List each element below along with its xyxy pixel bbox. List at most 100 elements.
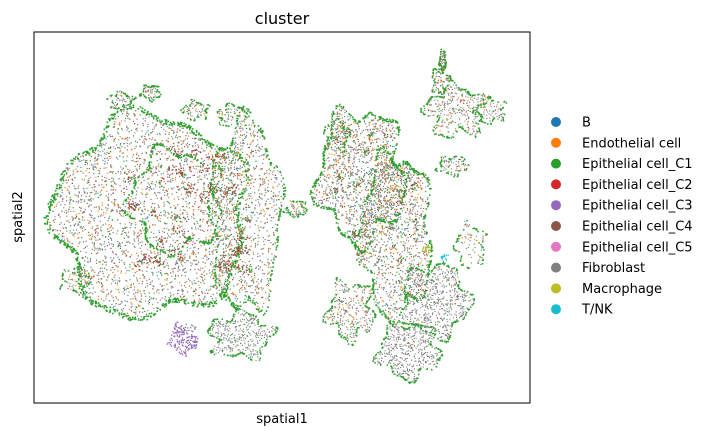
cell-point [134,177,136,179]
cell-point [211,261,213,263]
cell-point [260,226,262,228]
cell-point [75,156,77,158]
cell-point [212,269,214,271]
cell-point [242,139,244,141]
cell-point [243,229,245,231]
cell-point [192,302,195,305]
cell-point [226,263,228,265]
cell-point [141,152,143,154]
cell-point [118,178,120,180]
cell-point [211,195,213,197]
cell-point [266,156,268,158]
cell-point [250,334,252,336]
cell-point [233,152,236,155]
cell-point [246,169,248,172]
cell-point [230,234,232,236]
cell-point [219,169,222,172]
cell-point [249,286,251,288]
cell-point [261,179,263,181]
cell-point [164,212,166,214]
cell-point [108,274,110,276]
cell-point [218,340,220,342]
cell-point [200,178,202,181]
cell-point [142,210,144,213]
cell-point [98,278,100,280]
cell-point [210,285,212,287]
cell-point [240,231,242,233]
cell-point [160,167,162,169]
cell-point [74,232,76,234]
cell-point [224,225,226,227]
cell-point [131,156,134,158]
cell-point [209,225,211,227]
cell-point [243,161,245,163]
cell-point [159,249,162,251]
cell-point [70,162,73,165]
cell-point [245,271,247,273]
cell-point [100,214,102,216]
cell-point [121,302,123,304]
cell-point [168,213,170,215]
cell-point [92,300,95,302]
cell-point [222,168,224,170]
cell-point [163,210,165,212]
cell-point [262,227,264,229]
cell-point [133,234,135,236]
cell-point [165,300,168,302]
cell-point [256,286,258,288]
cell-point [90,291,92,294]
cell-point [164,215,166,217]
cell-point [159,119,161,121]
cell-point [259,339,261,341]
cell-point [105,184,107,186]
cell-point [262,183,264,185]
cell-point [218,165,220,168]
cell-point [178,260,180,262]
cell-point [254,244,257,246]
cell-point [66,238,68,240]
cell-point [186,138,189,140]
cell-point [194,192,196,194]
cell-point [164,153,166,155]
cell-point [214,300,217,303]
cell-point [123,194,125,196]
cell-point [239,115,241,117]
cell-point [156,142,158,145]
cell-point [271,198,273,200]
cell-point [61,238,63,240]
cell-point [218,330,220,332]
cell-point [235,340,237,342]
cell-point [245,163,248,165]
cell-point [161,144,163,146]
cell-point [232,197,234,199]
cell-point [100,226,102,228]
cell-point [231,203,233,205]
cell-point [128,316,130,318]
cell-point [231,162,233,165]
cell-point [186,240,188,242]
cell-point [220,176,222,179]
cell-point [107,152,109,155]
cell-point [228,244,230,246]
cell-point [177,204,179,206]
cell-point [111,201,113,203]
cell-point [162,172,165,174]
cell-point [163,146,165,148]
cell-point [233,238,236,240]
cell-point [225,217,227,219]
cell-point [116,266,118,268]
cell-point [104,246,106,248]
cell-point [260,148,262,150]
cell-point [269,331,271,333]
cell-point [99,282,101,284]
cell-point [173,122,176,124]
cell-point [218,243,220,245]
cell-point [93,189,95,191]
cell-point [243,319,245,321]
cell-point [151,303,154,305]
cell-point [185,123,187,126]
cell-point [219,203,221,205]
cell-point [224,326,226,328]
cell-point [115,254,118,256]
cell-point [80,288,83,291]
